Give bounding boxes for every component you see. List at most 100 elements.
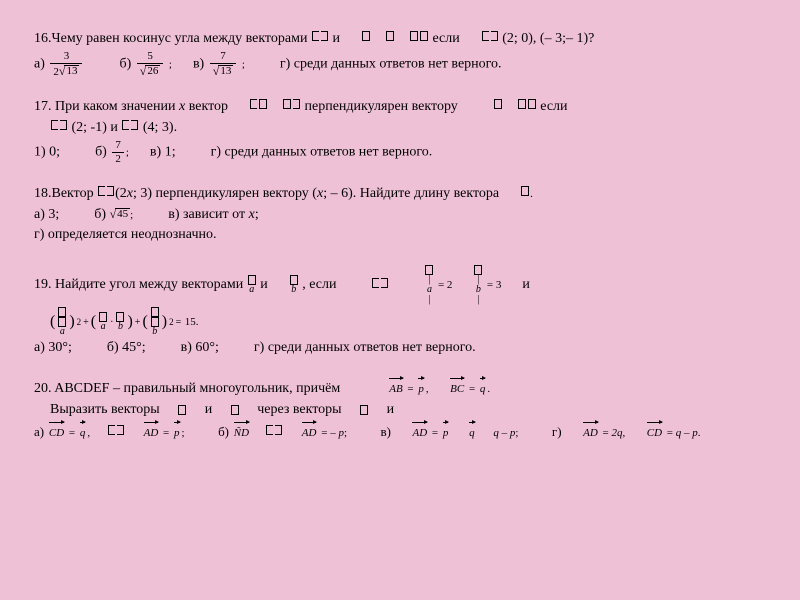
q20-line2: Выразить векторы и через векторы и (34, 401, 766, 420)
vec-ad: AD (144, 422, 159, 441)
glyph-broken (249, 98, 301, 117)
q20-given: AB = p, BC = q. (387, 383, 490, 395)
vec-p: p (174, 422, 180, 441)
den: √26 (137, 64, 164, 78)
opt-d-label: г) (552, 424, 562, 439)
den: 2 (112, 153, 124, 165)
den: 2√13 (50, 64, 82, 78)
glyph-broken (361, 30, 429, 49)
q17-frac-b: 7 2 (110, 140, 126, 165)
abs-a-val: = 2 (438, 280, 452, 292)
q17-line2-b: (4; 3). (143, 120, 177, 135)
q18-text-a: 18.Вектор (34, 186, 97, 201)
glyph-broken (107, 425, 125, 441)
q19-line2: (a)2 + (a·b) + (b)2 = 15. (34, 307, 766, 337)
rhs-qmp: q – p (493, 427, 515, 439)
q20-line2-c: через векторы (257, 402, 341, 417)
q16-text-b: и (332, 31, 340, 46)
q16-frac-c: 7 √13 (208, 51, 239, 78)
q16-coords: (2; 0), (– 3;– 1)? (502, 31, 594, 46)
glyph-broken (481, 30, 499, 49)
den: √13 (210, 64, 237, 78)
num: 3 (50, 51, 82, 64)
q18-text-c: ; – 6). Найдите длину вектора (323, 186, 499, 201)
q16-frac-a: 3 2√13 (48, 51, 84, 78)
vec-q: q (469, 422, 475, 441)
vec-p: p (443, 422, 449, 441)
glyph-broken (493, 98, 537, 117)
glyph-broken (520, 185, 530, 204)
vec-q: q (480, 378, 486, 397)
glyph-broken (371, 277, 389, 296)
q19-text-b: и (260, 278, 268, 293)
q17-text-d: если (540, 99, 567, 114)
opt-c-tail: ; (255, 207, 259, 222)
glyph-broken (50, 119, 68, 138)
q18-line3-text: г) определяется неоднозначно. (34, 227, 216, 242)
opt-d: г) среди данных ответов нет верного. (211, 144, 433, 159)
q17-text-c: перпендикулярен вектору (305, 99, 462, 114)
q19-eq: и (522, 278, 530, 293)
q19-text-a: 19. Найдите угол между векторами (34, 278, 247, 293)
glyph-broken: a (247, 275, 257, 295)
vec-p: p (418, 378, 424, 397)
abs-b: |b| (473, 265, 483, 305)
worksheet-page: 16.Чему равен косинус угла между вектора… (0, 0, 800, 453)
opt-a: а) 30°; (34, 340, 72, 355)
glyph-broken (359, 405, 369, 415)
q19-text-c: , если (302, 278, 336, 293)
q20-options: а) CD = q, AD = p; б) ÑD AD = – p; в) AD… (34, 422, 766, 441)
q17-line2-a: (2; -1) и (72, 120, 122, 135)
q16-frac-b: 5 √26 (135, 51, 166, 78)
q18-options: а) 3; б) √45; в) зависит от x; (34, 206, 766, 225)
opt-b-label: б) (94, 207, 106, 222)
opt-c: в) 60°; (181, 340, 219, 355)
q20-line2-a: Выразить векторы (50, 402, 163, 417)
vec-cd: CD (49, 422, 64, 441)
q18-text-b: ; 3) перпендикулярен вектору ( (133, 186, 317, 201)
q17-line1: 17. При каком значении x вектор перпенди… (34, 98, 766, 117)
opt-c-label: в) (193, 57, 204, 72)
opt-c-label: в) (381, 424, 391, 439)
vec-ad: AD (412, 422, 427, 441)
glyph-broken (311, 30, 329, 49)
vec-bc: BC (450, 378, 464, 397)
glyph-broken-cluster: (a)2 + (a·b) + (b)2 = (50, 307, 181, 337)
radicand: 45 (115, 208, 130, 220)
opt-a-label: а) (34, 57, 45, 72)
vec-q: q (80, 422, 86, 441)
opt-a-label: а) (34, 424, 44, 439)
q19-options: а) 30°; б) 45°; в) 60°; г) среди данных … (34, 339, 766, 358)
q18-line1: 18.Вектор (2x; 3) перпендикулярен вектор… (34, 185, 766, 204)
opt-c: в) зависит от (168, 207, 248, 222)
opt-d-label: г) среди данных ответов нет верного. (280, 57, 502, 72)
opt-a: а) 3; (34, 207, 59, 222)
num: 7 (210, 51, 237, 64)
q20-line2-b: и (205, 402, 213, 417)
q16-options: а) 3 2√13 б) 5 √26 ; в) 7 √13 ; г) среди… (34, 51, 766, 78)
q16-text-c: если (432, 31, 459, 46)
q19-line1: 19. Найдите угол между векторами a и b ,… (34, 265, 766, 305)
vec-cd: CD (647, 422, 662, 441)
opt-b: б) 45°; (107, 340, 146, 355)
q20-line2-d: и (387, 402, 395, 417)
glyph-broken (177, 405, 187, 415)
glyph-broken: b (289, 275, 299, 295)
q19-line2-tail: 15. (185, 317, 199, 329)
q18-sqrt: √45 (110, 208, 131, 220)
q18-mid: (2 (115, 186, 127, 201)
opt-b-label: б) (218, 424, 229, 439)
q16-text-a: 16.Чему равен косинус угла между вектора… (34, 31, 311, 46)
q20-line1-text: 20. ABCDEF – правильный многоугольник, п… (34, 381, 340, 396)
rhs-2q: 2q (611, 427, 622, 439)
rhs-minus-p: – p (330, 427, 344, 439)
q17-text-b: вектор (185, 99, 231, 114)
q18-line3: г) определяется неоднозначно. (34, 226, 766, 245)
num: 5 (137, 51, 164, 64)
radicand: 26 (145, 65, 160, 77)
opt-b-label: б) (119, 57, 131, 72)
vec-ad: AD (583, 422, 598, 441)
radicand: 13 (64, 65, 79, 77)
abs-b-val: = 3 (487, 280, 501, 292)
opt-b-label: б) (95, 144, 107, 159)
